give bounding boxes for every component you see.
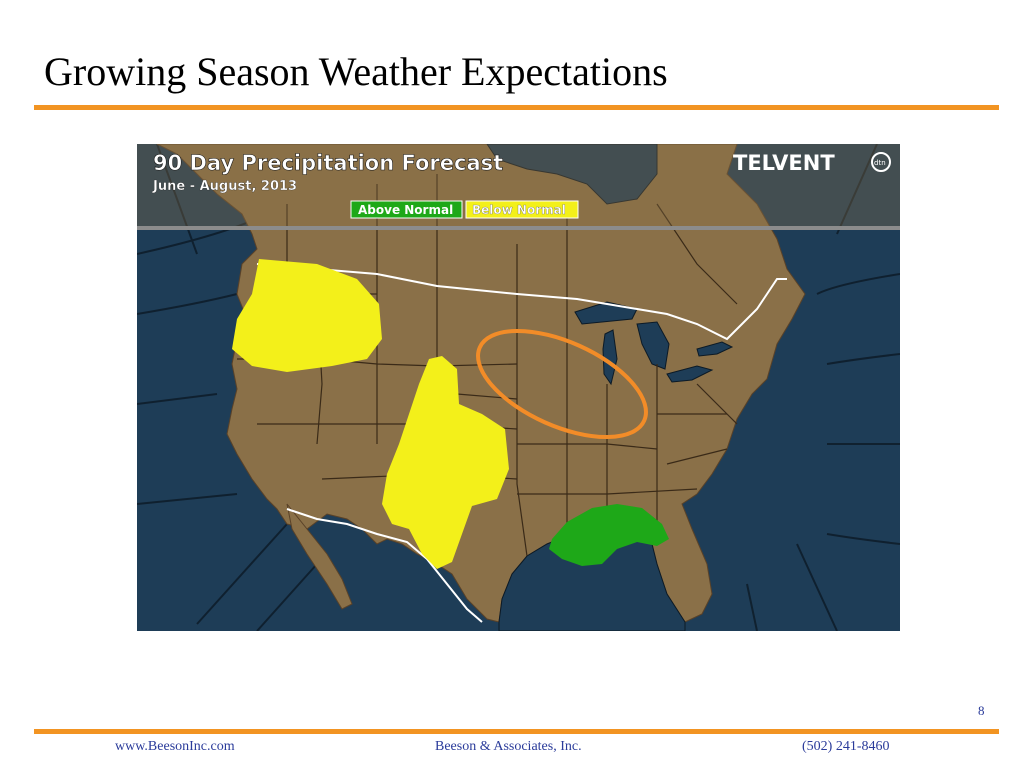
map-title: 90 Day Precipitation Forecast [153,151,503,175]
legend-below-normal-label: Below Normal [472,203,566,217]
corn-belt-highlight-ring [476,328,648,440]
baja-california [286,503,353,610]
telvent-logo-text: TELVENT [733,151,835,175]
great-lakes [574,301,734,386]
footer-divider [34,729,999,734]
footer-website: www.BeesonInc.com [115,739,235,754]
header-divider-line [137,226,900,230]
below-normal-northwest [232,259,382,372]
precipitation-forecast-map: 90 Day Precipitation Forecast June - Aug… [137,144,900,631]
international-borders [256,263,787,623]
below-normal-regions [232,259,509,569]
hudson-bay [486,144,658,205]
footer-company: Beeson & Associates, Inc. [435,739,582,754]
telvent-logo: TELVENT dtn [733,151,891,175]
dtn-badge-icon [871,152,891,172]
map-legend: Above Normal Below Normal [350,200,579,219]
map-subtitle: June - August, 2013 [152,179,297,194]
legend-above-normal-label: Above Normal [358,203,453,217]
page-number: 8 [978,703,985,718]
slide-title: Growing Season Weather Expectations [44,49,668,94]
north-america-land [156,144,806,623]
dtn-badge-text: dtn [874,159,886,167]
above-normal-southeast [549,504,669,566]
legend-above-normal-swatch [350,200,463,219]
below-normal-plains [382,356,509,569]
footer-phone: (502) 241-8460 [802,739,890,754]
title-divider [34,105,999,110]
legend-below-normal-swatch [465,200,579,219]
